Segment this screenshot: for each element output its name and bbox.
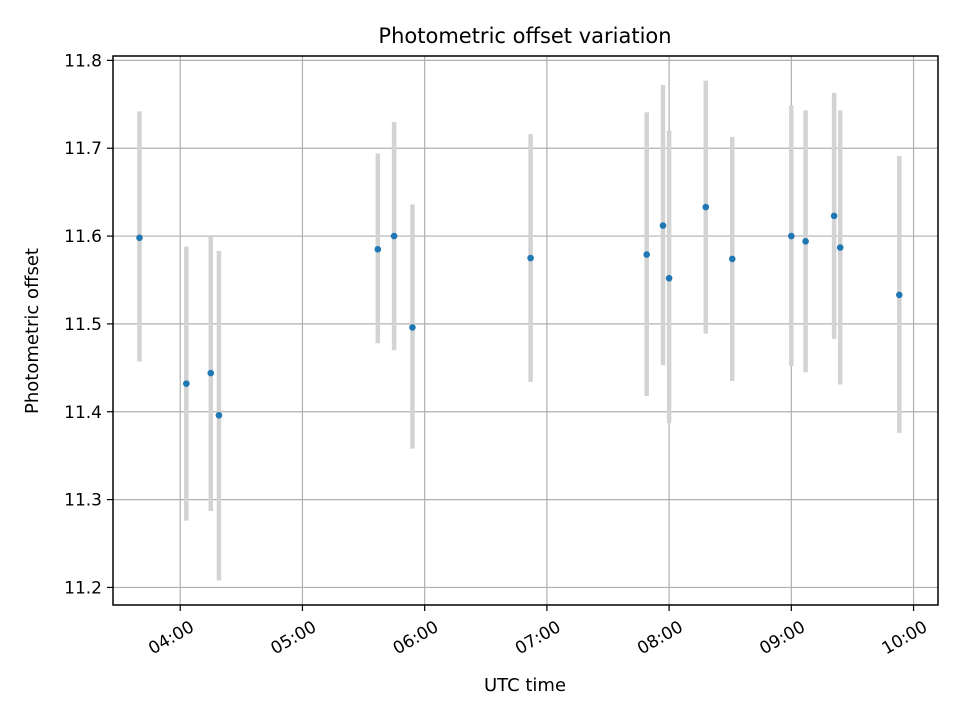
- x-tick-label: 10:00: [879, 617, 931, 659]
- data-point: [836, 244, 844, 251]
- y-tick-label: 11.6: [64, 227, 102, 247]
- y-tick-label: 11.3: [64, 491, 102, 511]
- y-axis-label: Photometric offset: [22, 248, 43, 414]
- data-point: [643, 251, 651, 258]
- data-point: [665, 274, 673, 282]
- x-tick-label: 06:00: [390, 617, 442, 659]
- data-point: [390, 232, 398, 240]
- data-point: [830, 212, 838, 220]
- x-axis-label: UTC time: [484, 675, 566, 696]
- grid: [113, 56, 938, 605]
- y-tick-label: 11.4: [64, 403, 102, 423]
- plot-frame: [112, 55, 939, 606]
- data-points: [136, 203, 903, 419]
- y-tick-label: 11.7: [64, 139, 102, 159]
- data-point: [802, 238, 809, 245]
- data-point: [659, 222, 667, 229]
- data-point: [728, 255, 736, 263]
- data-point: [374, 245, 382, 253]
- data-point: [409, 324, 416, 331]
- x-axis-ticks: 04:00 05:00 06:00 07:00 08:00 09:00 10:00: [145, 605, 931, 659]
- data-point: [207, 369, 215, 377]
- x-tick-label: 04:00: [145, 617, 197, 659]
- data-point: [136, 234, 143, 242]
- y-axis-ticks: 11.2 11.3 11.4 11.5 11.6 11.7 11.8: [64, 51, 113, 598]
- y-tick-label: 11.2: [64, 578, 102, 598]
- x-tick-label: 07:00: [512, 617, 564, 659]
- y-tick-label: 11.8: [64, 51, 102, 71]
- data-point: [183, 380, 190, 387]
- data-point: [215, 411, 223, 419]
- data-point: [527, 254, 534, 262]
- errorbars: [137, 80, 902, 581]
- x-tick-label: 05:00: [268, 617, 320, 659]
- x-tick-label: 09:00: [756, 617, 808, 659]
- data-point: [895, 291, 903, 299]
- y-tick-label: 11.5: [64, 315, 102, 335]
- data-point: [788, 232, 795, 240]
- data-point: [702, 203, 710, 211]
- chart-title: Photometric offset variation: [378, 24, 671, 48]
- x-tick-label: 08:00: [634, 617, 686, 659]
